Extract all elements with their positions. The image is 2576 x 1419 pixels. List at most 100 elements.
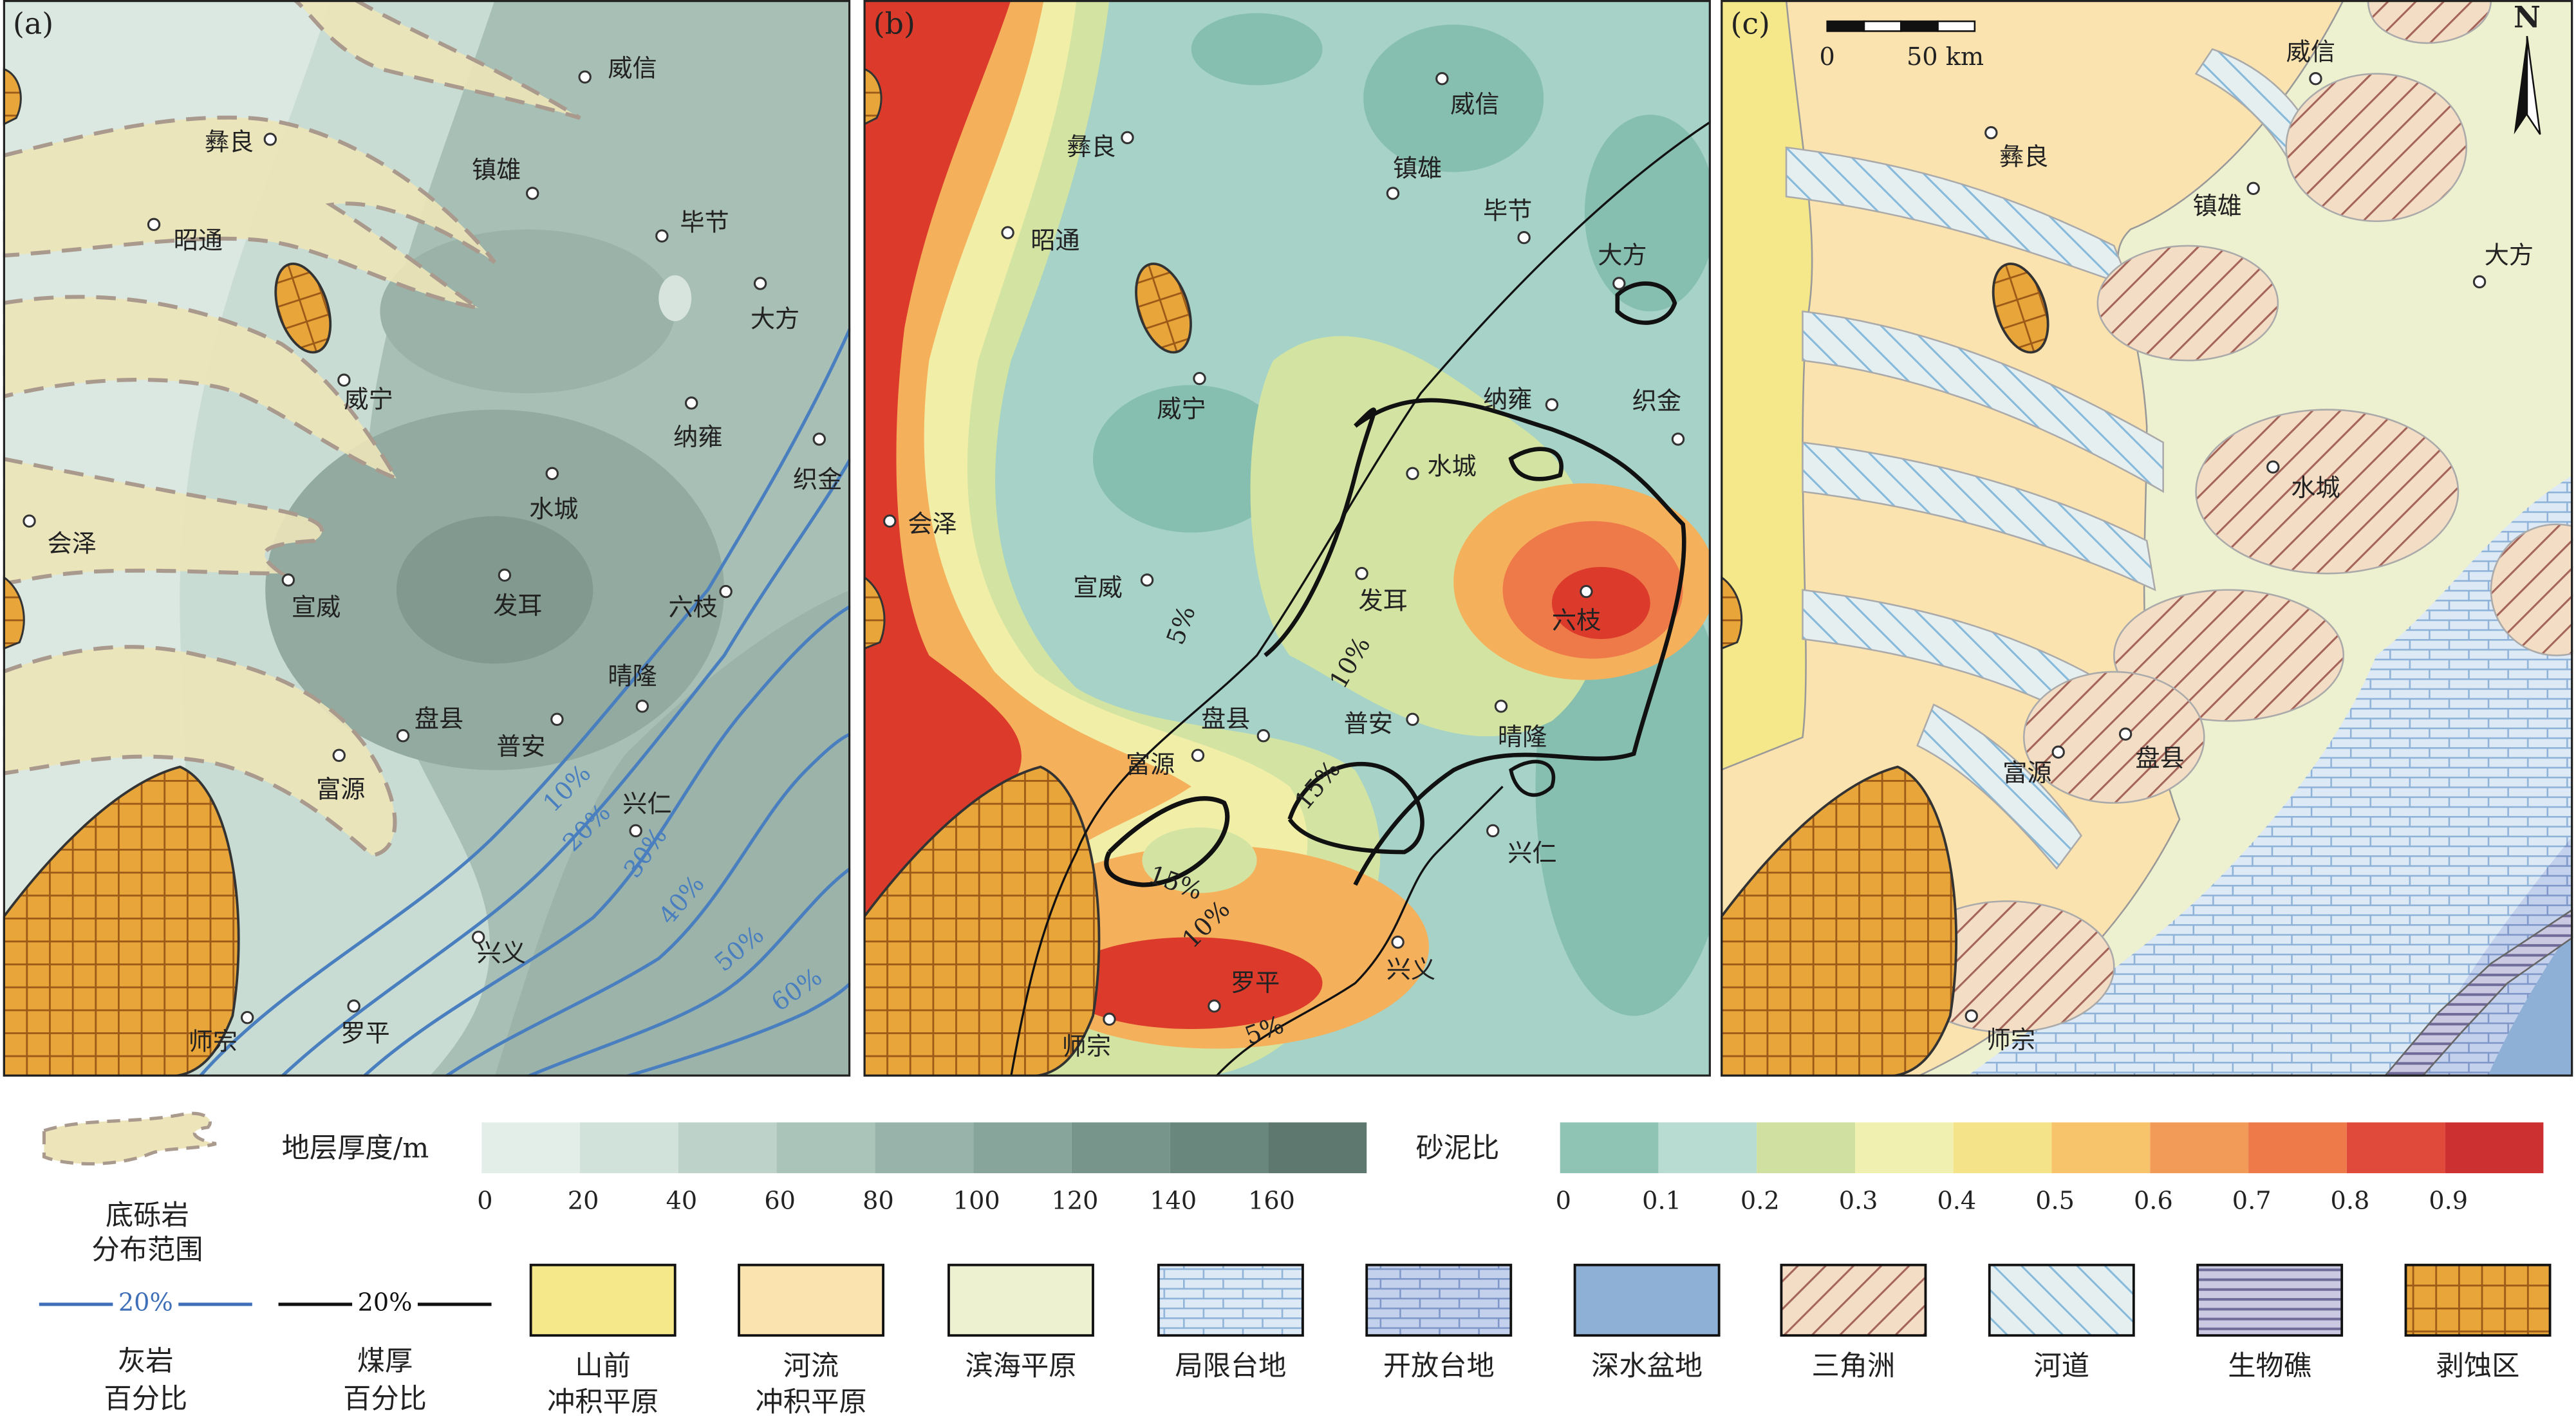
ratio-zone [1363, 24, 1544, 172]
city-label: 六枝 [1552, 607, 1601, 635]
city-dot [1612, 277, 1626, 290]
facies-swatch [2196, 1263, 2344, 1337]
legend-line-label: 20% [118, 1288, 173, 1317]
ramp-tick: 40 [666, 1187, 698, 1215]
city-dot [685, 396, 698, 410]
city-dot [396, 729, 410, 743]
city-label: 兴义 [1386, 956, 1435, 984]
city-dot [719, 584, 733, 598]
legend-title: 砂泥比 [1416, 1132, 1500, 1164]
city-dot [526, 187, 539, 200]
ramp-tick: 140 [1150, 1187, 1197, 1215]
erosion-area [274, 262, 332, 354]
facies-swatch [947, 1263, 1094, 1337]
coal-contour [1615, 281, 1677, 325]
city-dot [753, 277, 767, 290]
facies-label: 冲积平原 [756, 1386, 867, 1418]
ramp-swatch [875, 1122, 974, 1174]
city-label: 会泽 [908, 510, 957, 539]
city-dot [240, 1010, 254, 1025]
city-label: 昭通 [1031, 227, 1079, 255]
limestone-contour [527, 867, 851, 1077]
thick-zone [396, 516, 593, 664]
limestone-contour [198, 327, 851, 1077]
panel-frame [3, 0, 851, 1077]
channel [1802, 310, 2164, 494]
ramp-tick: 0.8 [2331, 1187, 2370, 1215]
facies-label: 河流 [783, 1350, 839, 1382]
city-dot [281, 573, 295, 587]
ramp-tick: 20 [568, 1187, 599, 1215]
north-label: N [2514, 0, 2541, 35]
panel-label: (b) [873, 6, 915, 41]
city-label: 晴隆 [608, 663, 657, 691]
city-dot [1494, 700, 1508, 713]
city-dot [147, 218, 161, 232]
erosion-area [1721, 575, 1743, 650]
legend-label: 百分比 [343, 1383, 427, 1415]
coal-contour [1010, 120, 1711, 1077]
legend-line-label: 20% [358, 1288, 413, 1317]
city-dot [23, 514, 36, 528]
facies-label: 河道 [2034, 1350, 2090, 1382]
city-dot [1486, 824, 1500, 838]
city-label: 威信 [2286, 39, 2335, 67]
legend-line-gap [352, 1289, 418, 1319]
city-dot [471, 931, 485, 944]
city-label: 罗平 [1231, 969, 1280, 997]
gravel-swatch [42, 1111, 217, 1165]
erosion-area [3, 68, 22, 126]
city-dot [1256, 729, 1270, 743]
city-label: 威信 [608, 55, 657, 83]
city-dot [1193, 371, 1206, 385]
facies-swatch [1365, 1263, 1513, 1337]
city-label: 普安 [496, 733, 545, 761]
city-label: 镇雄 [2193, 192, 2242, 221]
panel-frame [1721, 0, 2573, 1077]
city-dot [1001, 226, 1014, 239]
delta-lobe [2285, 73, 2467, 223]
scale-segment [1863, 20, 1902, 32]
facies-label: 局限台地 [1175, 1350, 1286, 1382]
city-dot [883, 514, 897, 528]
city-label: 纳雍 [1483, 385, 1532, 414]
ratio-zone [1584, 115, 1711, 311]
city-dot [1517, 231, 1531, 245]
city-label: 威信 [1450, 91, 1499, 119]
city-dot [1580, 584, 1593, 598]
coal-contour [1509, 759, 1556, 797]
coal-contour [1508, 447, 1563, 481]
city-label: 威宁 [1157, 396, 1206, 424]
north-arrow [2514, 36, 2527, 134]
ratio-zone [1551, 566, 1650, 640]
ramp-swatch [1071, 1122, 1170, 1174]
city-dot [2118, 727, 2133, 741]
ramp-tick: 100 [953, 1187, 1000, 1215]
city-label: 会泽 [48, 530, 97, 558]
piedmont-plain [1721, 0, 1813, 772]
gravel-area [3, 115, 497, 310]
panel-label: (c) [1730, 6, 1769, 41]
delta-lobe [2195, 409, 2459, 575]
gravel-area [3, 295, 402, 483]
legend-label: 底砾岩 [106, 1200, 189, 1232]
ramp-swatch [1170, 1122, 1269, 1174]
city-dot [1406, 467, 1419, 481]
ramp-swatch [1560, 1122, 1659, 1174]
legend-title: 地层厚度/m [282, 1132, 429, 1164]
city-dot [332, 748, 346, 762]
ramp-swatch [2248, 1122, 2347, 1174]
ramp-tick: 160 [1248, 1187, 1295, 1215]
city-label: 富源 [316, 775, 365, 804]
limestone-contour [444, 732, 851, 1077]
legend-label: 分布范围 [91, 1234, 203, 1266]
ramp-tick: 0.5 [2035, 1187, 2075, 1215]
city-label: 师宗 [189, 1028, 238, 1056]
channel [1802, 441, 2156, 591]
city-label: 师宗 [1062, 1033, 1111, 1061]
city-label: 镇雄 [1393, 154, 1442, 183]
city-dot [1103, 1012, 1116, 1026]
city-dot [1984, 126, 1998, 140]
